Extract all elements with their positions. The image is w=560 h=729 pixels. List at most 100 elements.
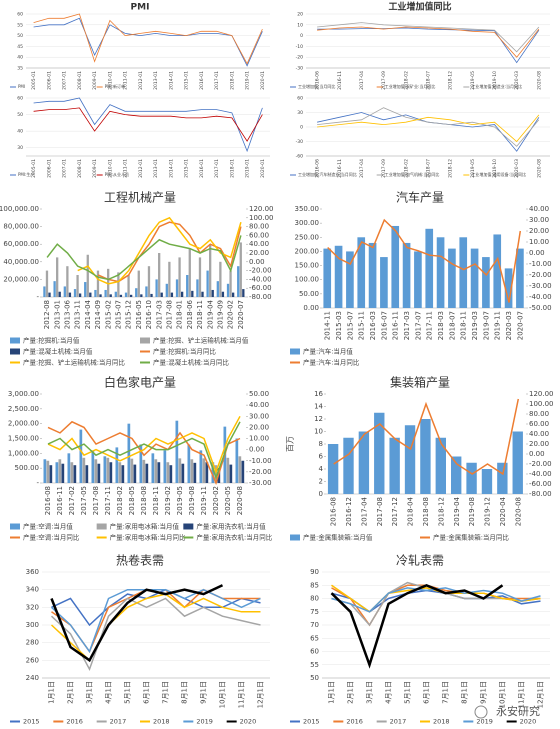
y-tick-label: 2,500.00 xyxy=(8,405,39,413)
y-tick-label: 14 xyxy=(314,403,323,411)
y2-tick-label: -30.00 xyxy=(249,479,272,487)
line xyxy=(33,107,263,142)
x-tick-label: 2016-07 xyxy=(380,311,388,340)
x-tick-label: 2016-06 xyxy=(315,159,321,178)
bar xyxy=(127,275,130,297)
x-tick-label: 2013-01 xyxy=(153,159,159,178)
y2-tick-label: -40.00 xyxy=(249,275,272,283)
bar xyxy=(497,462,508,494)
bar xyxy=(147,266,151,297)
x-tick-label: 6月1日 xyxy=(143,681,151,704)
x-tick-label: 2014-01 xyxy=(168,159,174,178)
y-tick-label: 320 xyxy=(26,603,39,611)
y2-tick-label: 40.00 xyxy=(249,401,269,409)
legend-label: 2019 xyxy=(476,718,493,726)
y-tick-label: 80 xyxy=(310,595,319,603)
y-tick-label: 90 xyxy=(310,568,319,576)
x-tick-label: 2019-05 xyxy=(470,71,476,90)
line xyxy=(317,26,540,58)
x-tick-label: 4月1日 xyxy=(105,681,113,704)
bar xyxy=(84,282,87,297)
y-tick-label: 10 xyxy=(314,428,323,436)
bar xyxy=(86,254,89,297)
y-tick-label: 40 xyxy=(17,129,23,135)
x-tick-label: 2017-11 xyxy=(426,311,434,340)
y-tick-label: 60,000.00 xyxy=(3,240,39,248)
x-tick-label: 2014-09 xyxy=(94,300,102,329)
x-tick-label: 2010-01 xyxy=(107,71,113,90)
x-tick-label: 2008-01 xyxy=(77,159,83,178)
bar xyxy=(448,248,456,308)
x-tick-label: 8月1日 xyxy=(181,681,189,704)
bar xyxy=(140,294,143,297)
x-tick-label: 2013-11 xyxy=(74,300,82,329)
legend-label: 工业增加值:汽车制造业:当月同比 xyxy=(298,171,357,177)
y2-tick-label: 20.00 xyxy=(249,249,269,257)
line xyxy=(97,221,242,283)
line xyxy=(47,421,241,480)
x-tick-label: 2019-08 xyxy=(188,486,196,515)
y-tick-label: 35 xyxy=(17,66,23,72)
line xyxy=(327,218,522,303)
x-tick-label: 2019-05 xyxy=(470,159,476,178)
bar xyxy=(188,248,191,297)
legend-label: 产量:挖掘、铲土运输机械:当月值 xyxy=(153,336,249,345)
x-tick-label: 2018-11 xyxy=(152,486,160,515)
y2-tick-label: -30.00 xyxy=(529,282,552,290)
legend-label: 工业增加值:电气机械:当月同比 xyxy=(385,171,440,177)
x-tick-label: 2016-01 xyxy=(199,159,205,178)
chart-title: 工程机械产量 xyxy=(104,190,176,205)
y-tick-label: 280 xyxy=(26,639,39,647)
x-tick-label: 2012-01 xyxy=(138,71,144,90)
bar xyxy=(145,286,148,297)
y2-tick-label: 100.00 xyxy=(529,400,554,408)
y2-tick-label: -10.00 xyxy=(249,457,272,465)
line xyxy=(51,588,261,627)
x-tick-label: 2019-04 xyxy=(453,496,461,526)
y-tick-label: 6 xyxy=(319,453,324,461)
legend-label: 产量:挖掘机:当月值 xyxy=(23,336,80,345)
x-tick-label: 2007-01 xyxy=(62,71,68,90)
legend-label: 工业增加值:制造业:当月同比 xyxy=(471,83,522,89)
x-tick-label: 2019-05 xyxy=(176,486,184,515)
bar xyxy=(241,460,245,483)
bar xyxy=(129,294,133,297)
bar xyxy=(48,292,51,297)
bar xyxy=(109,462,113,483)
legend-label: 产量:空调:当月值 xyxy=(23,522,73,531)
x-tick-label: 2014-11 xyxy=(324,311,332,340)
bar xyxy=(94,459,98,483)
y-tick-label: 0 xyxy=(300,125,303,131)
bar xyxy=(45,270,49,297)
y-tick-label: - xyxy=(36,293,39,301)
y2-tick-label: 20.00 xyxy=(529,440,549,448)
y2-tick-label: 120.00 xyxy=(529,390,554,398)
x-tick-label: 2010-01 xyxy=(107,159,113,178)
legend-label: 产量:汽车:当月值 xyxy=(303,347,353,356)
y2-tick-label: -20.00 xyxy=(249,468,272,476)
x-tick-label: 12月1日 xyxy=(537,681,545,708)
legend-label: PMI xyxy=(18,84,25,89)
x-tick-label: 2016-11 xyxy=(337,71,343,90)
x-tick-label: 2018-08 xyxy=(140,486,148,515)
bar xyxy=(481,469,493,494)
bar xyxy=(196,279,199,297)
x-tick-label: 2006-01 xyxy=(46,71,52,90)
y-tick-label: 60 xyxy=(297,96,303,102)
bar xyxy=(58,291,61,297)
bar xyxy=(219,261,222,297)
legend-label: 2020 xyxy=(520,718,537,726)
bar xyxy=(79,429,83,483)
x-tick-label: 2015-01 xyxy=(184,159,190,178)
y-tick-label: 150.00 xyxy=(295,262,320,270)
y2-tick-label: 50.00 xyxy=(249,390,269,398)
x-tick-label: 2020-03 xyxy=(514,71,520,90)
x-tick-label: 6月1日 xyxy=(423,681,431,704)
x-tick-label: 2019-08 xyxy=(468,497,476,526)
bar xyxy=(107,268,110,297)
x-tick-label: 2015-02 xyxy=(104,300,112,329)
x-tick-label: 2017-03 xyxy=(403,311,411,340)
y2-tick-label: 20.00 xyxy=(529,227,549,235)
y-tick-label: -30 xyxy=(296,139,303,145)
bar xyxy=(155,279,158,297)
